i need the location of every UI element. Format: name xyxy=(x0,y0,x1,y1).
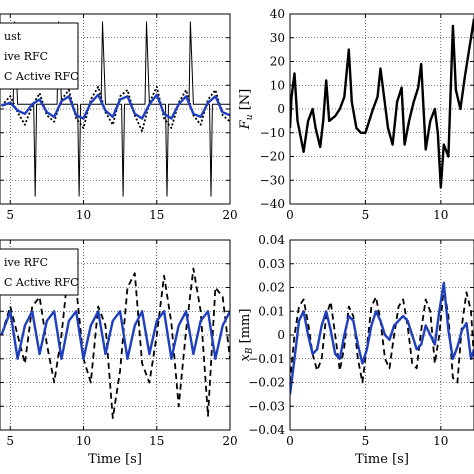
series-line-1 xyxy=(290,281,474,395)
legend-label: ive RFC xyxy=(4,256,48,269)
legend-label: ive RFC xyxy=(4,50,48,63)
x-tick-label: 10 xyxy=(433,208,448,222)
x-tick-label: 20 xyxy=(222,434,237,448)
legend-label: ust xyxy=(4,30,22,43)
series-group xyxy=(0,262,230,420)
series-group xyxy=(0,21,230,197)
legend-label: C Active RFC xyxy=(4,276,79,289)
legend: ive RFC C Active RFC xyxy=(0,248,79,296)
x-tick-label: 15 xyxy=(149,208,164,222)
y-tick-label: 40 xyxy=(270,7,285,21)
y-axis-label: Fu [N] xyxy=(238,89,255,130)
x-tick-label: 5 xyxy=(6,208,14,222)
y-tick-label: −0.04 xyxy=(248,423,285,437)
x-tick-label: 15 xyxy=(149,434,164,448)
legend-box xyxy=(0,248,79,296)
y-tick-label: 0.01 xyxy=(258,304,285,318)
y-axis-label: xB [mm] xyxy=(238,309,255,362)
y-tick-label: 0.02 xyxy=(258,281,285,295)
y-tick-label: 0 xyxy=(277,102,285,116)
x-axis-label: Time [s] xyxy=(88,452,142,467)
x-tick-label: 5 xyxy=(362,208,370,222)
legend-label: C Active RFC xyxy=(4,70,79,83)
y-tick-label: 30 xyxy=(270,31,285,45)
series-line-0 xyxy=(290,286,474,384)
x-tick-label: 5 xyxy=(6,434,14,448)
chart-bottom-right: 0 5 10 −0.04 −0.03 −0.02 −0.01 0 0.01 0.02 0.03 0.0… xyxy=(238,233,474,467)
y-tick-label: 20 xyxy=(270,55,285,69)
x-tick-label: 5 xyxy=(362,434,370,448)
x-axis-label: Time [s] xyxy=(355,452,409,467)
y-tick-label: −10 xyxy=(260,126,285,140)
chart-top-left: 5 10 15 20 ust ive RFC C Active RFC xyxy=(0,13,238,222)
legend: ust ive RFC C Active RFC xyxy=(0,22,79,90)
y-tick-label: −0.02 xyxy=(248,376,285,390)
x-tick-label: 0 xyxy=(286,208,294,222)
y-tick-label: 10 xyxy=(270,78,285,92)
series-group xyxy=(290,18,474,189)
series-line-0 xyxy=(0,262,230,420)
series-line-0 xyxy=(290,18,474,189)
chart-top-right: 0 5 10 −40 −30 −20 −10 0 10 20 30 40 Fu [N] xyxy=(238,7,474,222)
y-tick-label: −30 xyxy=(260,173,285,187)
x-tick-label: 10 xyxy=(76,434,91,448)
y-tick-label: 0.03 xyxy=(258,257,285,271)
x-tick-label: 0 xyxy=(286,434,294,448)
y-tick-label: 0 xyxy=(277,328,285,342)
y-tick-label: 0.04 xyxy=(258,233,285,247)
y-tick-label: −0.01 xyxy=(248,352,285,366)
x-tick-label: 10 xyxy=(76,208,91,222)
y-tick-label: −40 xyxy=(260,197,285,211)
chart-bottom-left: 5 10 15 20 Time [s] ive RFC C Active RFC xyxy=(0,239,238,467)
legend-box xyxy=(0,22,79,90)
series-group xyxy=(290,281,474,395)
series-line-2 xyxy=(1,93,230,120)
x-tick-label: 20 xyxy=(222,208,237,222)
y-tick-label: −0.03 xyxy=(248,399,285,413)
series-line-1 xyxy=(0,310,230,360)
x-tick-label: 10 xyxy=(433,434,448,448)
y-tick-label: −20 xyxy=(260,150,285,164)
